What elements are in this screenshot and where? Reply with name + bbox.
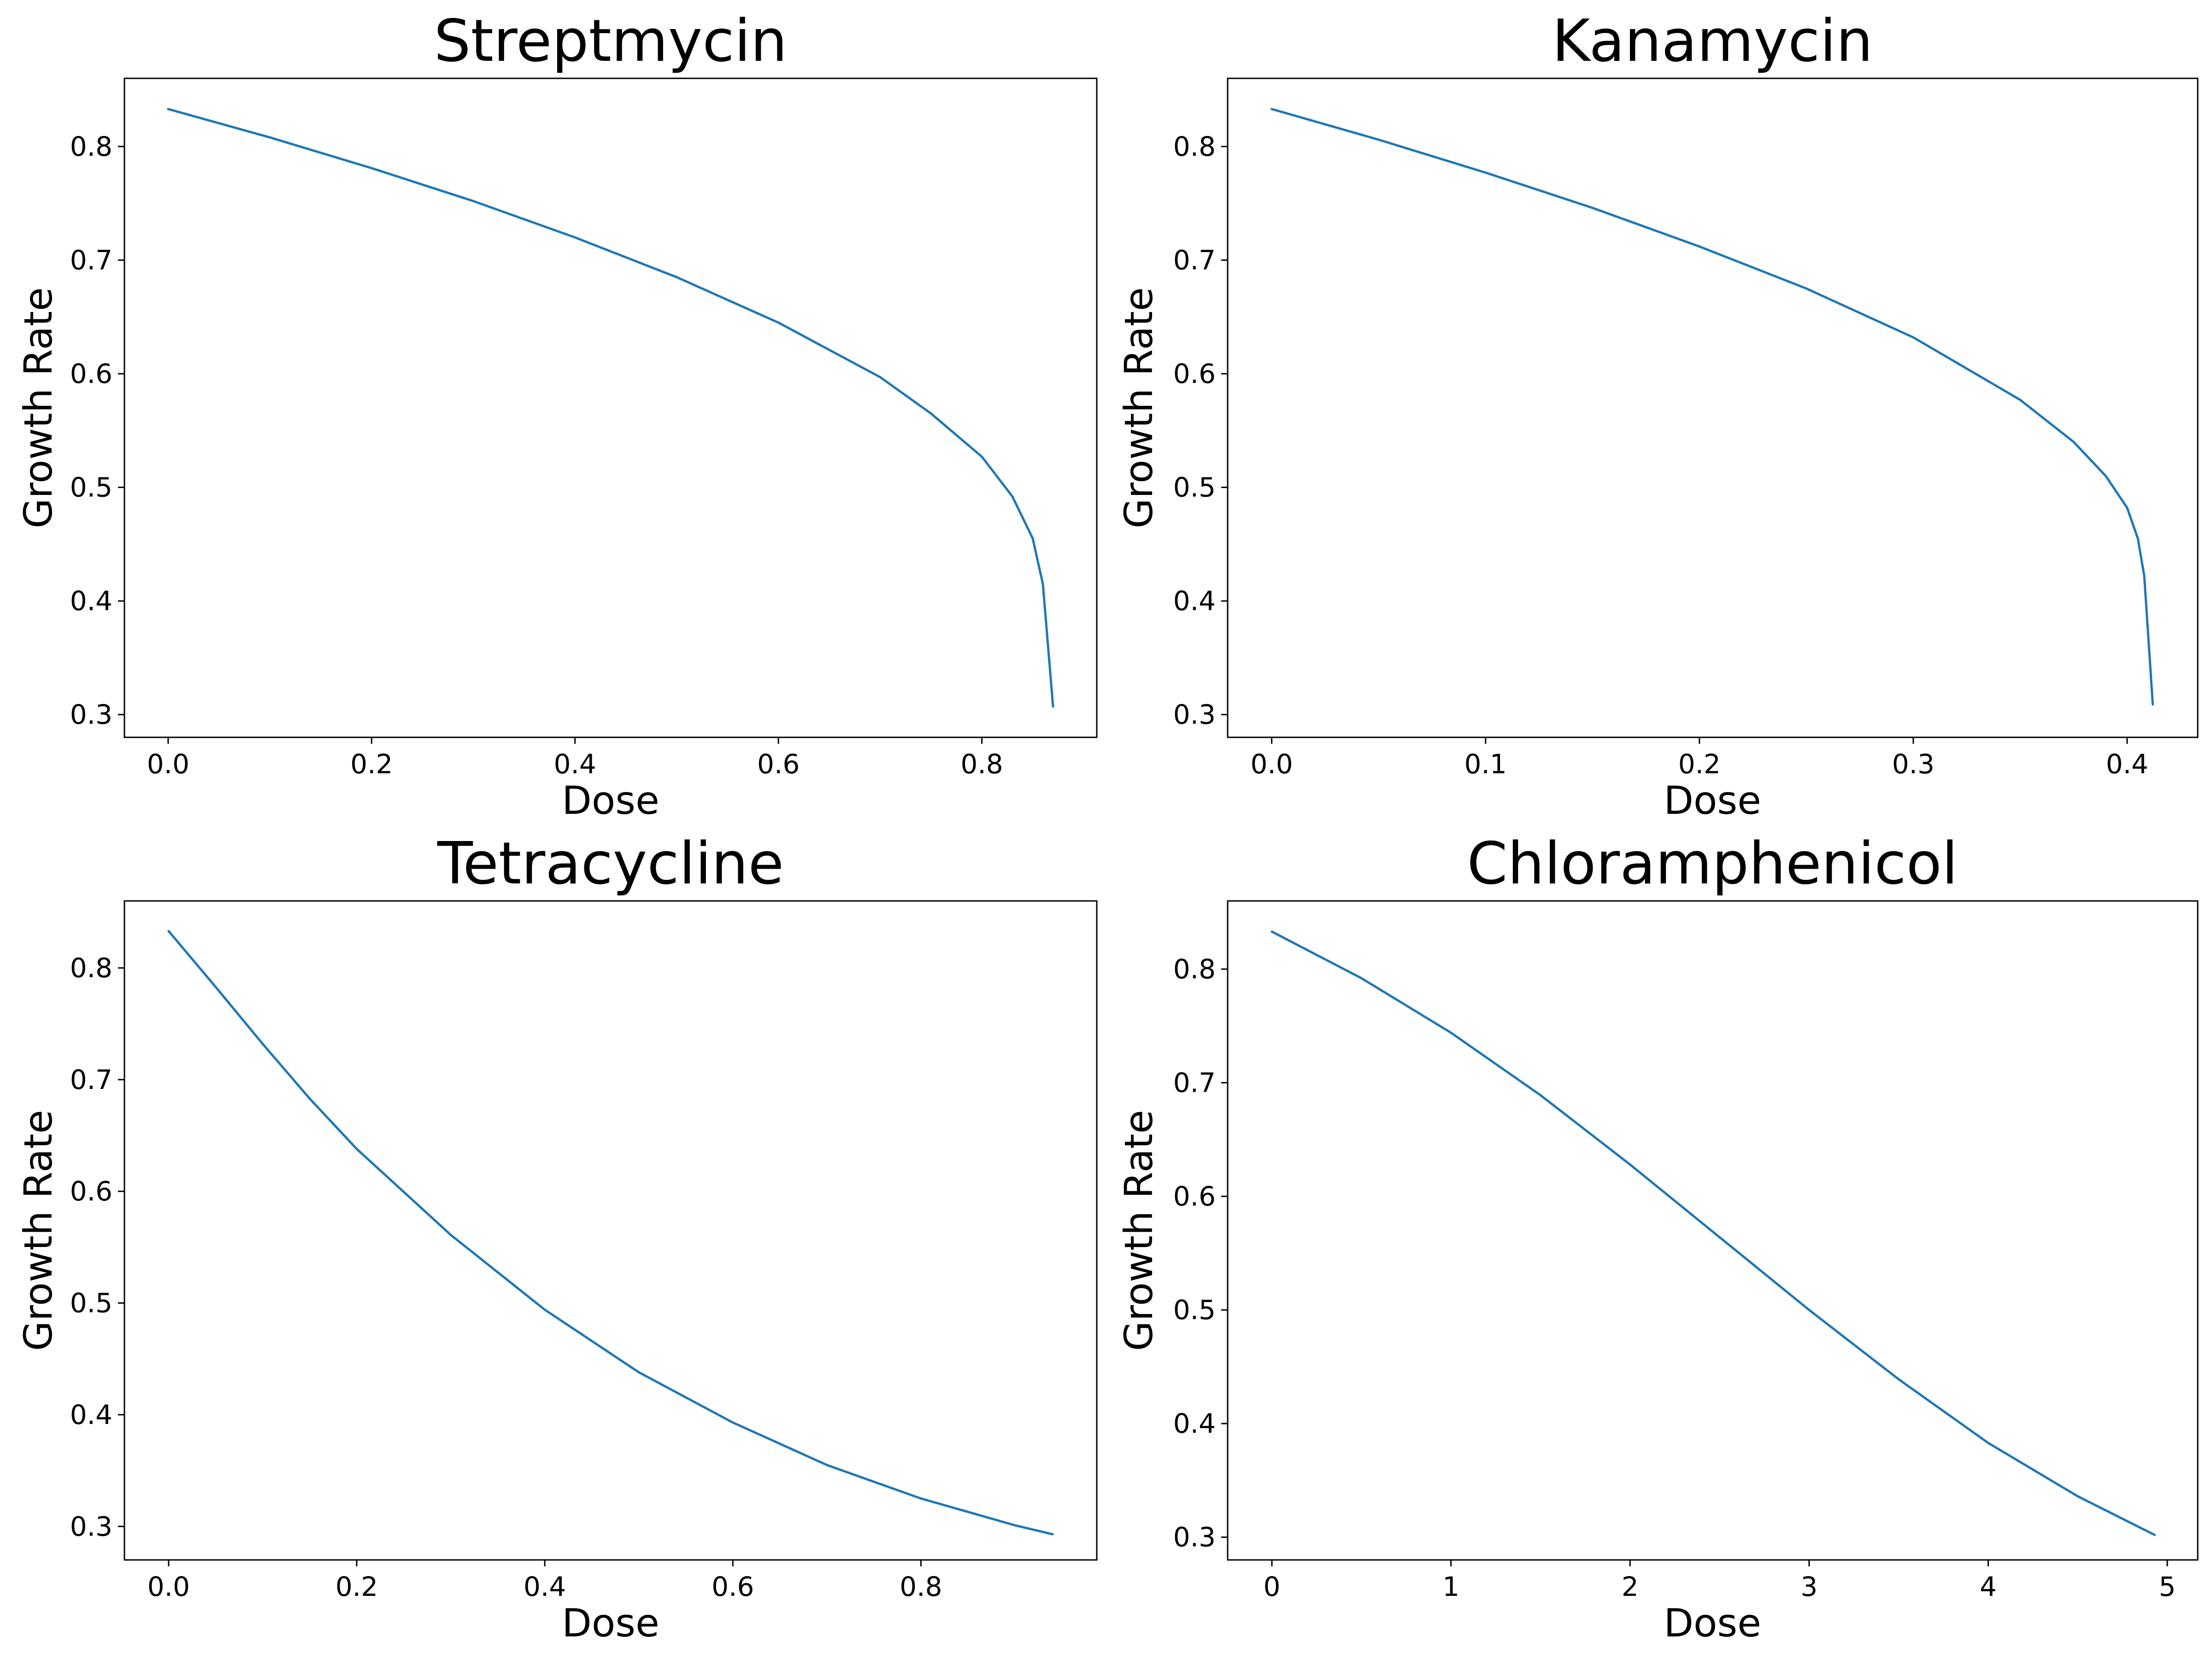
y-axis-label: Growth Rate [1116, 287, 1161, 528]
x-tick-label: 2 [1622, 1571, 1639, 1602]
y-tick-label: 0.6 [1173, 358, 1216, 389]
y-tick-label: 0.6 [1173, 1181, 1216, 1212]
x-tick-label: 0.0 [147, 748, 189, 780]
x-tick-label: 0.3 [1892, 748, 1935, 780]
x-tick-label: 0.8 [960, 748, 1003, 780]
x-tick-label: 0.0 [147, 1571, 190, 1602]
y-tick-label: 0.7 [1173, 244, 1216, 276]
subplot-kanamycin: Kanamycin 0.0 0.1 0.2 0.3 0.4 0.3 0.4 0.5 0.6 0.7… [1116, 7, 2199, 823]
x-axis-label: Dose [562, 1600, 659, 1646]
x-tick-label: 0.2 [335, 1571, 378, 1602]
y-tick-label: 0.3 [70, 1511, 112, 1542]
x-tick-label: 4 [1980, 1571, 1997, 1602]
y-tick-label: 0.6 [70, 1176, 112, 1207]
tick-group: 0.0 0.1 0.2 0.3 0.4 0.3 0.4 0.5 0.6 0.7 0.8 [1173, 131, 2148, 780]
y-tick-label: 0.3 [70, 699, 112, 730]
plot-frame [124, 77, 1098, 738]
y-tick-label: 0.7 [70, 1064, 112, 1095]
y-tick-label: 0.4 [70, 1399, 112, 1430]
growth-curve-line [1271, 108, 2154, 706]
y-tick-label: 0.8 [1173, 953, 1216, 985]
plot-frame [1227, 77, 2199, 738]
tick-group: 0.0 0.2 0.4 0.6 0.8 0.3 0.4 0.5 0.6 0.7 0.8 [70, 952, 942, 1602]
x-tick-label: 0.0 [1250, 748, 1293, 780]
y-tick-label: 0.7 [1173, 1067, 1216, 1098]
y-axis-label: Growth Rate [16, 287, 61, 528]
y-tick-label: 0.4 [1173, 585, 1216, 617]
y-tick-label: 0.5 [70, 472, 112, 503]
growth-curve-line [1271, 930, 2156, 1536]
x-tick-label: 0.4 [554, 748, 596, 780]
x-tick-label: 0 [1264, 1571, 1281, 1602]
x-tick-label: 0.6 [712, 1571, 754, 1602]
y-tick-label: 0.3 [1173, 699, 1216, 730]
y-tick-label: 0.5 [1173, 472, 1216, 503]
chart-title: Streptmycin [434, 7, 788, 75]
x-tick-label: 0.4 [2106, 748, 2148, 780]
y-tick-label: 0.7 [70, 244, 112, 276]
y-tick-label: 0.3 [1173, 1522, 1216, 1553]
chart-title: Chloramphenicol [1467, 830, 1958, 897]
x-tick-label: 5 [2159, 1571, 2176, 1602]
growth-curve-line [167, 108, 1054, 708]
chart-title: Tetracycline [437, 830, 784, 897]
x-tick-label: 0.6 [757, 748, 800, 780]
y-axis-label: Growth Rate [16, 1110, 61, 1351]
y-tick-label: 0.4 [70, 585, 112, 617]
y-tick-label: 0.5 [70, 1288, 112, 1319]
plot-frame [124, 900, 1098, 1561]
y-tick-label: 0.8 [1173, 131, 1216, 162]
x-tick-label: 0.2 [350, 748, 393, 780]
x-tick-label: 3 [1800, 1571, 1818, 1602]
subplot-tetracycline: Tetracycline 0.0 0.2 0.4 0.6 0.8 0.3 0.4 0.5 0.6… [16, 830, 1098, 1646]
subplot-chloramphenicol: Chloramphenicol 0 1 2 3 4 5 0.3 0.4 0.5 0.6 0.7 0.8… [1116, 830, 2199, 1646]
y-axis-label: Growth Rate [1116, 1110, 1161, 1351]
growth-curve-line [167, 930, 1054, 1535]
plot-frame [1227, 900, 2199, 1561]
x-tick-label: 0.4 [524, 1571, 566, 1602]
x-axis-label: Dose [1664, 778, 1761, 823]
x-tick-label: 0.8 [900, 1571, 942, 1602]
x-tick-label: 1 [1442, 1571, 1459, 1602]
tick-group: 0.0 0.2 0.4 0.6 0.8 0.3 0.4 0.5 0.6 0.7 0.8 [70, 131, 1003, 780]
chart-title: Kanamycin [1552, 7, 1873, 75]
x-axis-label: Dose [1664, 1600, 1761, 1646]
y-tick-label: 0.5 [1173, 1294, 1216, 1326]
x-tick-label: 0.2 [1678, 748, 1721, 780]
tick-group: 0 1 2 3 4 5 0.3 0.4 0.5 0.6 0.7 0.8 [1173, 953, 2176, 1602]
y-tick-label: 0.8 [70, 131, 112, 162]
subplot-streptmycin: Streptmycin 0.0 0.2 0.4 0.6 0.80.30.40.50.60… [16, 7, 1098, 823]
y-tick-label: 0.8 [70, 952, 112, 983]
x-tick-label: 0.1 [1465, 748, 1507, 780]
y-tick-label: 0.6 [70, 358, 112, 389]
y-tick-label: 0.4 [1173, 1408, 1216, 1439]
x-axis-label: Dose [562, 778, 659, 823]
